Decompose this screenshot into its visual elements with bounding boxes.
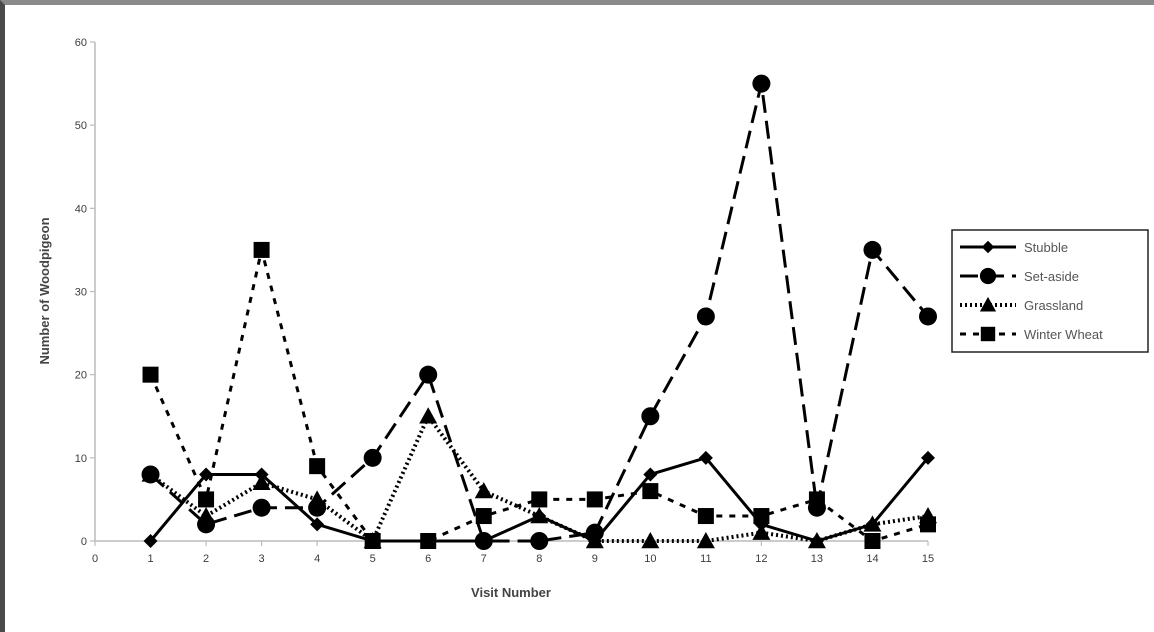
data-point-stubble: [365, 534, 380, 548]
x-tick-label: 14: [866, 553, 878, 565]
data-point-set-aside: [252, 498, 271, 517]
series-line-winter-wheat: [149, 248, 929, 543]
legend-marker-stubble: [981, 240, 995, 254]
y-axis-title: Number of Woodpigeon: [37, 217, 52, 364]
data-point-set-aside: [141, 465, 160, 484]
x-tick-label: 13: [811, 553, 823, 565]
data-point-winter-wheat: [309, 458, 326, 475]
x-tick-label: 9: [592, 553, 598, 565]
legend-label-winter-wheat: Winter Wheat: [1024, 327, 1103, 342]
data-point-winter-wheat: [142, 366, 159, 383]
legend-label-stubble: Stubble: [1024, 240, 1068, 255]
y-tick-label: 20: [75, 370, 87, 382]
data-point-stubble: [921, 450, 935, 465]
data-point-stubble: [532, 509, 547, 524]
x-tick-label: 7: [481, 553, 487, 565]
legend-label-set-aside: Set-aside: [1024, 269, 1079, 284]
x-tick-label: 12: [755, 553, 767, 565]
x-tick-label: 2: [203, 553, 209, 565]
data-point-set-aside: [641, 407, 660, 426]
legend: Stubble Set-aside Grassland Winter Wheat: [951, 229, 1149, 353]
data-point-winter-wheat: [642, 483, 659, 500]
series-stubble: [143, 450, 935, 548]
data-point-stubble: [421, 534, 436, 548]
data-point-set-aside: [419, 365, 438, 384]
data-point-stubble: [698, 450, 713, 465]
data-point-stubble: [143, 534, 158, 548]
data-point-stubble: [865, 517, 880, 532]
series-layer: [141, 74, 937, 550]
x-axis-title: Visit Number: [471, 585, 551, 600]
x-tick-label: 10: [644, 553, 656, 565]
data-point-winter-wheat: [586, 491, 603, 508]
legend-marker-winter-wheat: [980, 326, 996, 342]
x-tick-label: 15: [922, 553, 934, 565]
data-point-grassland: [919, 507, 937, 524]
data-point-stubble: [254, 467, 269, 482]
x-tick-label: 11: [700, 553, 711, 565]
data-point-set-aside: [530, 532, 549, 550]
data-point-winter-wheat: [475, 508, 492, 525]
data-point-stubble: [754, 517, 769, 532]
data-point-set-aside: [696, 307, 715, 326]
data-point-grassland: [474, 482, 493, 499]
data-point-set-aside: [363, 448, 382, 467]
data-point-stubble: [310, 517, 325, 532]
y-tick-label: 40: [75, 203, 87, 215]
x-tick-label: 6: [425, 553, 431, 565]
legend-marker-set-aside: [979, 267, 997, 285]
data-point-grassland: [419, 407, 438, 424]
x-tick-label: 8: [536, 553, 542, 565]
y-tick-label: 60: [75, 37, 87, 49]
y-tick-label: 50: [75, 120, 87, 132]
data-point-winter-wheat: [253, 241, 270, 258]
x-tick-label: 0: [92, 553, 98, 565]
x-tick-label: 3: [259, 553, 265, 565]
y-tick-label: 10: [75, 453, 87, 465]
data-point-winter-wheat: [531, 491, 548, 508]
data-point-set-aside: [863, 240, 882, 259]
x-tick-label: 5: [370, 553, 376, 565]
data-point-stubble: [199, 467, 214, 482]
y-tick-label: 0: [81, 536, 87, 548]
y-tick-label: 30: [75, 287, 87, 299]
data-point-stubble: [476, 534, 491, 548]
data-point-grassland: [696, 532, 715, 549]
data-point-set-aside: [807, 498, 826, 517]
data-point-set-aside: [752, 74, 771, 93]
x-tick-label: 4: [314, 553, 320, 565]
legend-marker-grassland: [979, 296, 997, 312]
data-point-stubble: [643, 467, 658, 482]
data-point-winter-wheat: [697, 508, 714, 525]
data-point-grassland: [252, 473, 271, 490]
data-point-winter-wheat: [864, 533, 881, 549]
data-point-grassland: [641, 532, 660, 549]
series-line-set-aside: [149, 82, 930, 543]
data-point-stubble: [809, 534, 824, 548]
x-tick-label: 1: [147, 553, 153, 565]
legend-label-grassland: Grassland: [1024, 298, 1083, 313]
data-point-set-aside: [308, 498, 327, 517]
data-point-set-aside: [919, 307, 937, 326]
data-point-set-aside: [197, 515, 216, 534]
series-set-aside: [141, 74, 937, 550]
data-point-grassland: [752, 523, 771, 540]
data-point-stubble: [587, 534, 602, 548]
data-point-winter-wheat: [198, 491, 215, 508]
